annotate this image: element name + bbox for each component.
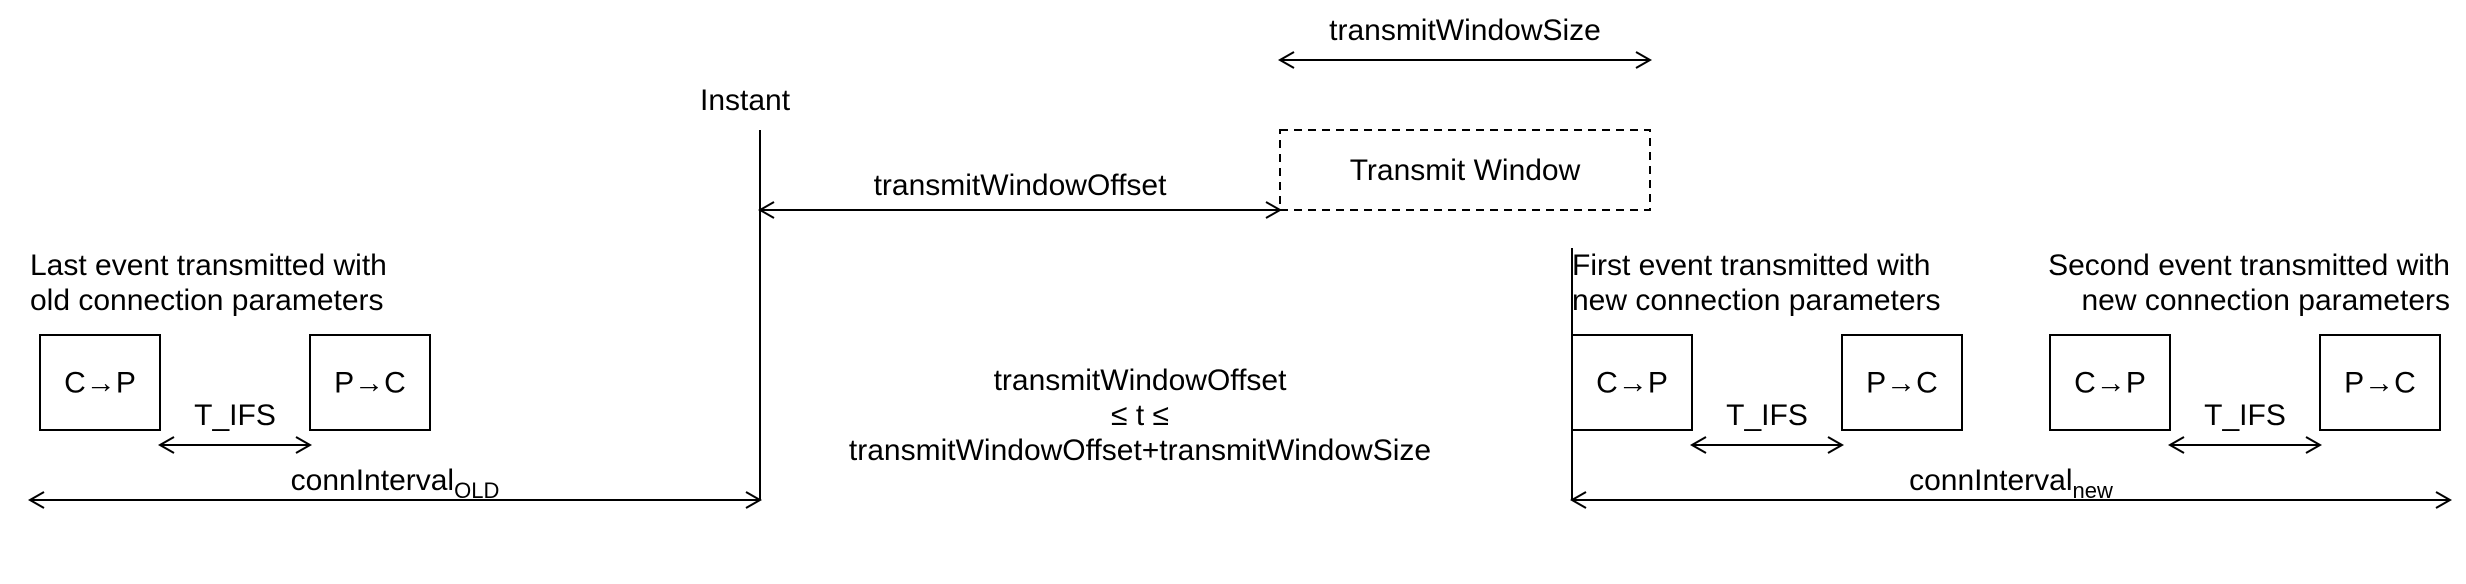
conn-interval-old-label: connIntervalOLD [291,464,500,503]
event-new1-tifs-arrow [1692,437,1842,453]
event-old-title-l2: old connection parameters [30,284,384,317]
event-new2-title-l1: Second event transmitted with [2048,249,2450,282]
event-new2-title-l2: new connection parameters [2081,284,2450,317]
transmit-window-offset-arrow [760,202,1280,218]
event-old-pc-box-label: P→C [334,367,406,400]
event-new2-tifs-label: T_IFS [2204,399,2286,432]
event-new1-cp-box-label: C→P [1596,367,1668,400]
event-new2-cp-box-label: C→P [2074,367,2146,400]
conn-interval-new-label: connIntervalnew [1909,464,2113,503]
event-old-cp-box-label: C→P [64,367,136,400]
event-old-tifs-label: T_IFS [194,399,276,432]
event-new1-tifs-label: T_IFS [1726,399,1808,432]
event-new2-tifs-arrow [2170,437,2320,453]
event-new2-pc-box-label: P→C [2344,367,2416,400]
inequality-l3: transmitWindowOffset+transmitWindowSize [849,434,1431,467]
inequality-l2: ≤ t ≤ [1111,399,1169,432]
event-new1-title-l1: First event transmitted with [1572,249,1930,282]
transmit-window-size-arrow [1280,52,1650,68]
instant-label: Instant [700,84,791,117]
event-old-tifs-arrow [160,437,310,453]
event-old-title-l1: Last event transmitted with [30,249,387,282]
inequality-l1: transmitWindowOffset [994,364,1288,397]
event-new1-title-l2: new connection parameters [1572,284,1941,317]
transmit-window-box-label: Transmit Window [1350,154,1581,187]
transmit-window-offset-label: transmitWindowOffset [874,169,1168,202]
transmit-window-size-label: transmitWindowSize [1329,14,1601,47]
event-new1-pc-box-label: P→C [1866,367,1938,400]
